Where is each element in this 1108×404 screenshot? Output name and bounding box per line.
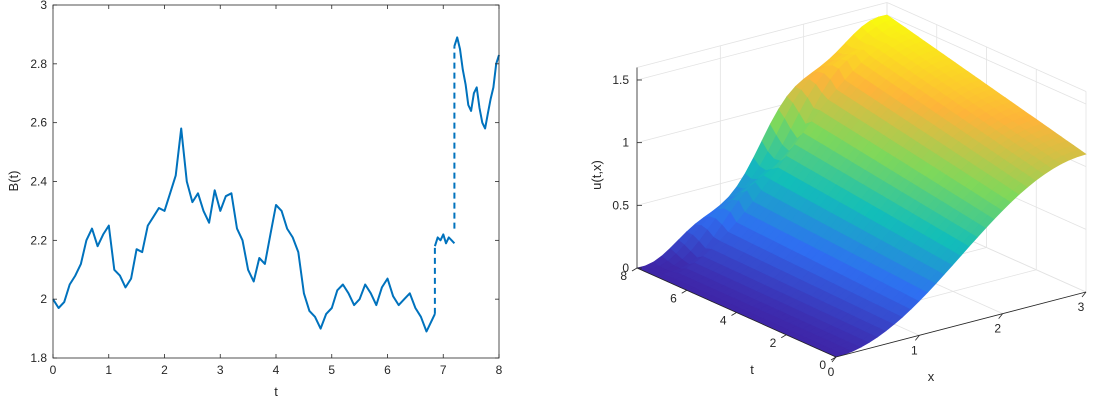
path-segment-0	[52, 127, 436, 333]
path-segment-1	[433, 233, 456, 247]
plot-area-background	[53, 5, 499, 358]
x-tick-mark-3d	[1081, 291, 1087, 298]
x-axis-label: t	[274, 384, 278, 399]
t-tick-mark-3d	[631, 267, 638, 272]
y-tick-label: 2.8	[30, 57, 47, 71]
x-tick-label: 5	[328, 363, 335, 377]
t-tick-mark-3d	[781, 334, 787, 339]
brownian-path-chart: 0 1 2 3 4 5 6 7 8 1.8 2 2.2 2.4 2.6 2.8 3 t B(t)	[6, 0, 503, 399]
surface-patch	[1070, 149, 1087, 158]
y-tick-label: 2	[40, 292, 47, 306]
side-grid-z	[886, 2, 1087, 92]
x-tick-label-3d: 2	[994, 322, 1001, 336]
y-tick-label: 2.6	[30, 116, 47, 130]
series-group	[52, 36, 500, 333]
t-tick-mark-3d	[681, 289, 687, 294]
z-tick-label-3d: 0	[622, 261, 629, 275]
t-tick-label-3d: 2	[770, 336, 777, 350]
z-tick-label-3d: 0.5	[612, 198, 629, 212]
side-grid-z	[886, 14, 1087, 105]
y-axis-label: B(t)	[6, 171, 21, 192]
y-tick-label: 3	[40, 0, 47, 12]
x-tick-label-3d: 3	[1078, 300, 1085, 314]
x-tick-label: 7	[440, 363, 447, 377]
x-tick-label: 8	[496, 363, 503, 377]
back-grid-z	[636, 14, 888, 81]
t-tick-mark-3d	[830, 356, 837, 361]
x-tick-mark-3d	[998, 313, 1003, 319]
z-tick-label-3d: 1.5	[612, 73, 629, 87]
t-tick-label-3d: 4	[720, 314, 727, 328]
x-tick-label-3d: 1	[911, 343, 918, 357]
x-tick-label: 4	[273, 363, 280, 377]
x-tick-label-3d: 0	[828, 365, 835, 379]
x-tick-label: 1	[105, 363, 112, 377]
z-tick-label-3d: 1	[622, 136, 629, 150]
t-axis-label-3d: t	[750, 362, 754, 377]
x-tick-label: 6	[384, 363, 391, 377]
t-tick-label-3d: 6	[670, 291, 677, 305]
y-tick-label: 2.2	[30, 233, 47, 247]
t-tick-mark-3d	[731, 312, 737, 316]
surface-plot	[636, 14, 1087, 358]
back-grid-z	[636, 2, 888, 68]
t-tick-label-3d: 0	[819, 358, 826, 372]
x-axis-label-3d: x	[928, 369, 935, 384]
y-tick-label: 1.8	[30, 351, 47, 365]
x-tick-label: 3	[217, 363, 224, 377]
path-segment-2	[453, 36, 500, 130]
x-axis-line	[835, 291, 1087, 358]
z-axis-label-3d: u(t,x)	[589, 160, 604, 190]
t-tick-label-3d: 8	[620, 269, 627, 283]
y-tick-label: 2.4	[30, 175, 47, 189]
x-ticks: 0 1 2 3 4 5 6 7 8	[50, 5, 503, 377]
x-tick-label: 2	[161, 363, 168, 377]
x-tick-label: 0	[50, 363, 57, 377]
y-ticks: 1.8 2 2.2 2.4 2.6 2.8 3	[30, 0, 499, 365]
x-tick-mark-3d	[915, 335, 920, 341]
